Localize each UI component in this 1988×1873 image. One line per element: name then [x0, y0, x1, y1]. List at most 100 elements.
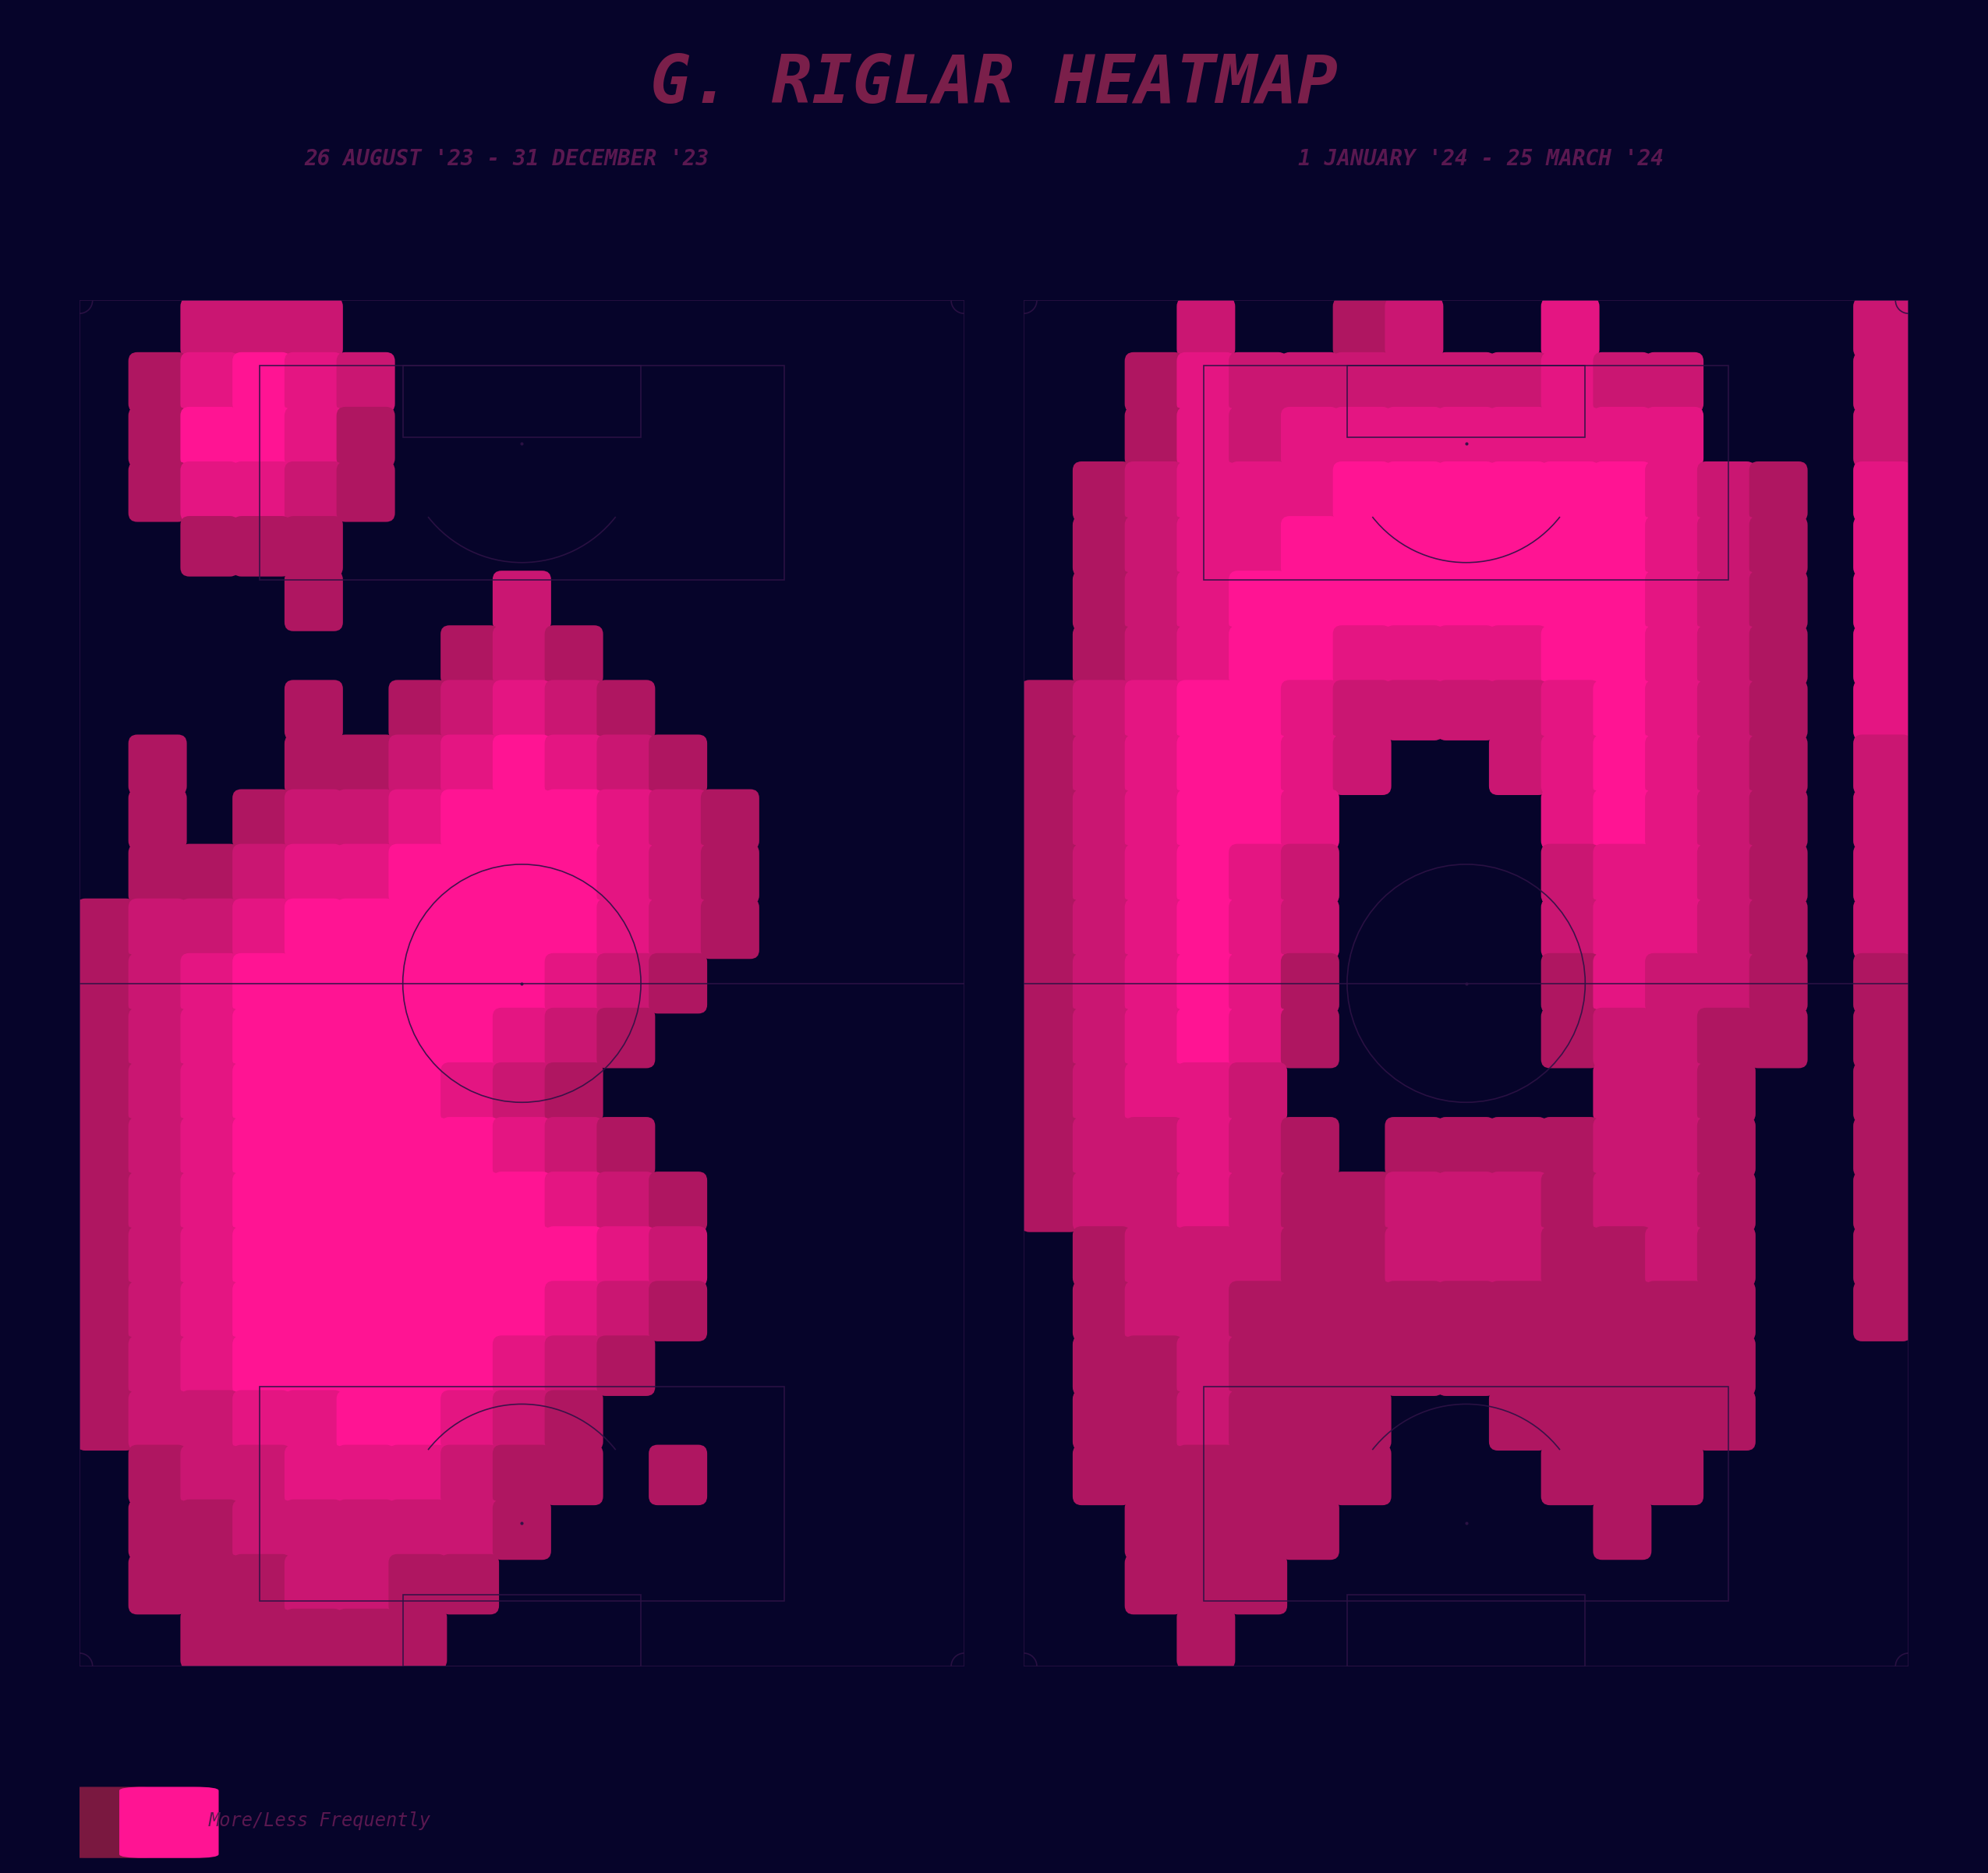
FancyBboxPatch shape — [441, 789, 499, 850]
FancyBboxPatch shape — [1592, 406, 1652, 466]
FancyBboxPatch shape — [1074, 734, 1131, 794]
FancyBboxPatch shape — [1280, 1008, 1340, 1068]
FancyBboxPatch shape — [1853, 1062, 1912, 1122]
FancyBboxPatch shape — [493, 1335, 551, 1395]
FancyBboxPatch shape — [1229, 789, 1286, 850]
FancyBboxPatch shape — [1541, 953, 1600, 1013]
FancyBboxPatch shape — [1646, 517, 1704, 577]
FancyBboxPatch shape — [1177, 1281, 1235, 1341]
FancyBboxPatch shape — [1541, 1390, 1600, 1450]
FancyBboxPatch shape — [1020, 1172, 1079, 1232]
FancyBboxPatch shape — [441, 1227, 499, 1287]
FancyBboxPatch shape — [336, 1227, 396, 1287]
FancyBboxPatch shape — [1020, 789, 1079, 850]
FancyBboxPatch shape — [441, 734, 499, 794]
FancyBboxPatch shape — [1332, 1390, 1392, 1450]
FancyBboxPatch shape — [493, 1390, 551, 1450]
FancyBboxPatch shape — [1229, 1227, 1286, 1287]
FancyBboxPatch shape — [129, 845, 187, 905]
FancyBboxPatch shape — [1646, 461, 1704, 523]
FancyBboxPatch shape — [1280, 680, 1340, 740]
FancyBboxPatch shape — [1074, 1172, 1131, 1232]
FancyBboxPatch shape — [284, 571, 342, 631]
FancyBboxPatch shape — [1541, 1335, 1600, 1395]
FancyBboxPatch shape — [388, 680, 447, 740]
FancyBboxPatch shape — [648, 1172, 708, 1232]
FancyBboxPatch shape — [284, 680, 342, 740]
FancyBboxPatch shape — [1698, 734, 1755, 794]
FancyBboxPatch shape — [1698, 461, 1755, 523]
FancyBboxPatch shape — [1592, 845, 1652, 905]
FancyBboxPatch shape — [1698, 571, 1755, 631]
FancyBboxPatch shape — [1749, 517, 1807, 577]
FancyBboxPatch shape — [1020, 845, 1079, 905]
FancyBboxPatch shape — [1229, 461, 1286, 523]
FancyBboxPatch shape — [1229, 1008, 1286, 1068]
FancyBboxPatch shape — [129, 1444, 187, 1506]
FancyBboxPatch shape — [1646, 953, 1704, 1013]
FancyBboxPatch shape — [1386, 571, 1443, 631]
FancyBboxPatch shape — [648, 953, 708, 1013]
FancyBboxPatch shape — [233, 1444, 290, 1506]
FancyBboxPatch shape — [1646, 1116, 1704, 1178]
FancyBboxPatch shape — [545, 1008, 602, 1068]
FancyBboxPatch shape — [1698, 1390, 1755, 1450]
FancyBboxPatch shape — [1280, 1444, 1340, 1506]
FancyBboxPatch shape — [596, 1172, 656, 1232]
FancyBboxPatch shape — [1332, 517, 1392, 577]
FancyBboxPatch shape — [1125, 1500, 1183, 1560]
FancyBboxPatch shape — [1386, 517, 1443, 577]
FancyBboxPatch shape — [545, 1062, 602, 1122]
FancyBboxPatch shape — [129, 1116, 187, 1178]
FancyBboxPatch shape — [1332, 1335, 1392, 1395]
FancyBboxPatch shape — [1749, 734, 1807, 794]
FancyBboxPatch shape — [1280, 461, 1340, 523]
FancyBboxPatch shape — [1592, 734, 1652, 794]
FancyBboxPatch shape — [76, 1008, 135, 1068]
FancyBboxPatch shape — [233, 1062, 290, 1122]
FancyBboxPatch shape — [1020, 1116, 1079, 1178]
FancyBboxPatch shape — [1332, 352, 1392, 412]
FancyBboxPatch shape — [596, 1335, 656, 1395]
FancyBboxPatch shape — [181, 1281, 239, 1341]
FancyBboxPatch shape — [1020, 734, 1079, 794]
FancyBboxPatch shape — [76, 1227, 135, 1287]
FancyBboxPatch shape — [1020, 953, 1079, 1013]
FancyBboxPatch shape — [284, 1390, 342, 1450]
FancyBboxPatch shape — [1646, 406, 1704, 466]
FancyBboxPatch shape — [1125, 680, 1183, 740]
FancyBboxPatch shape — [1853, 845, 1912, 905]
FancyBboxPatch shape — [336, 1390, 396, 1450]
FancyBboxPatch shape — [1437, 626, 1495, 686]
FancyBboxPatch shape — [1489, 626, 1547, 686]
FancyBboxPatch shape — [1541, 1227, 1600, 1287]
FancyBboxPatch shape — [76, 1281, 135, 1341]
FancyBboxPatch shape — [596, 953, 656, 1013]
FancyBboxPatch shape — [233, 298, 290, 358]
FancyBboxPatch shape — [1541, 680, 1600, 740]
FancyBboxPatch shape — [1125, 845, 1183, 905]
FancyBboxPatch shape — [493, 1116, 551, 1178]
FancyBboxPatch shape — [545, 626, 602, 686]
FancyBboxPatch shape — [233, 1500, 290, 1560]
Bar — [1205, 1386, 1728, 1601]
FancyBboxPatch shape — [1592, 680, 1652, 740]
FancyBboxPatch shape — [388, 1281, 447, 1341]
FancyBboxPatch shape — [1074, 1008, 1131, 1068]
FancyBboxPatch shape — [336, 1555, 396, 1615]
FancyBboxPatch shape — [545, 789, 602, 850]
FancyBboxPatch shape — [1280, 571, 1340, 631]
FancyBboxPatch shape — [336, 461, 396, 523]
Bar — [260, 365, 783, 581]
FancyBboxPatch shape — [596, 899, 656, 959]
FancyBboxPatch shape — [336, 1609, 396, 1669]
FancyBboxPatch shape — [1592, 899, 1652, 959]
FancyBboxPatch shape — [1853, 1008, 1912, 1068]
FancyBboxPatch shape — [1592, 789, 1652, 850]
FancyBboxPatch shape — [388, 899, 447, 959]
FancyBboxPatch shape — [284, 789, 342, 850]
Text: 26 AUGUST '23 - 31 DECEMBER '23: 26 AUGUST '23 - 31 DECEMBER '23 — [304, 148, 710, 170]
FancyBboxPatch shape — [1592, 1281, 1652, 1341]
FancyBboxPatch shape — [1280, 899, 1340, 959]
FancyBboxPatch shape — [129, 352, 187, 412]
